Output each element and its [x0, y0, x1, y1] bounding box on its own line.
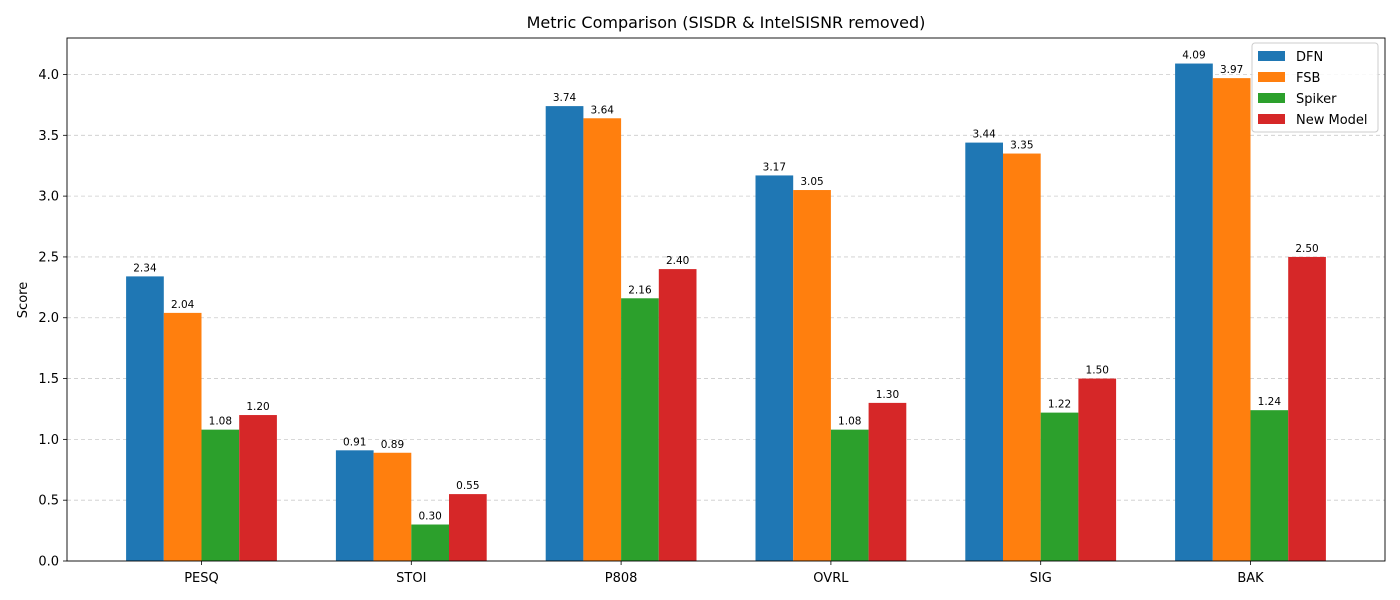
bar-value-label: 0.91: [343, 436, 366, 448]
bar-dfn: [126, 276, 164, 561]
bar-fsb: [373, 452, 412, 561]
data-labels: 2.34 0.91 3.74 3.17 3.44 4.09 2.04 0.89 3.64 3.05…: [133, 50, 1318, 523]
bar-value-label: 3.17: [763, 161, 786, 173]
y-tick-label: 1.5: [38, 372, 59, 387]
x-tick-label: SIG: [1030, 571, 1052, 586]
y-tick-label: 3.0: [38, 190, 59, 205]
axes: 0.0 0.5 1.0 1.5 2.0 2.5 3.0 3.5 4.0 PESQ STOI P808 O…: [38, 37, 1386, 586]
x-tick-label: BAK: [1237, 571, 1264, 586]
bar-dfn: [965, 142, 1003, 561]
bar-value-label: 3.64: [591, 104, 615, 116]
bar-value-label: 3.44: [972, 129, 996, 141]
bar-value-label: 1.30: [876, 389, 899, 401]
legend-label: FSB: [1296, 71, 1320, 86]
bar-spiker: [201, 429, 240, 561]
y-tick-label: 3.5: [38, 129, 59, 144]
bar-dfn: [545, 106, 584, 561]
bar-spiker: [1250, 410, 1289, 561]
bar-new-model: [658, 269, 697, 561]
bar-value-label: 1.50: [1086, 365, 1109, 377]
plot-frame: [66, 37, 1386, 562]
bar-fsb: [1003, 153, 1041, 561]
bars: [126, 63, 1326, 562]
bar-value-label: 2.50: [1295, 243, 1318, 255]
bar-fsb: [583, 118, 622, 562]
legend-swatch: [1258, 114, 1285, 124]
x-tick-label: STOI: [396, 571, 426, 586]
bar-dfn: [335, 450, 374, 561]
bar-fsb: [1212, 78, 1251, 561]
bar-value-label: 3.35: [1010, 140, 1033, 152]
chart-title: Metric Comparison (SISDR & IntelSISNR re…: [527, 13, 926, 32]
y-tick-label: 2.0: [38, 311, 59, 326]
bar-value-label: 4.09: [1182, 50, 1205, 62]
bar-new-model: [868, 402, 907, 561]
legend-label: Spiker: [1296, 92, 1337, 107]
x-tick-label: OVRL: [813, 571, 849, 586]
legend-label: DFN: [1296, 50, 1323, 65]
bar-value-label: 2.40: [666, 255, 689, 267]
bar-fsb: [163, 312, 202, 561]
bar-new-model: [449, 494, 487, 561]
y-axis-label: Score: [16, 282, 31, 318]
y-tick-label: 0.0: [38, 555, 59, 570]
bar-spiker: [1040, 412, 1079, 561]
bar-value-label: 0.55: [456, 480, 479, 492]
bar-value-label: 2.34: [133, 262, 157, 274]
legend-box: [1251, 42, 1379, 133]
bar-new-model: [239, 415, 277, 561]
bar-value-label: 3.74: [553, 92, 577, 104]
bar-fsb: [793, 190, 831, 561]
y-tick-label: 0.5: [38, 494, 59, 509]
bar-value-label: 3.97: [1220, 64, 1243, 76]
x-tick-label: P808: [605, 571, 638, 586]
x-tick-label: PESQ: [184, 571, 219, 586]
bar-value-label: 1.08: [209, 416, 232, 428]
legend-swatch: [1258, 93, 1285, 103]
gridlines: [67, 74, 1385, 501]
bar-value-label: 2.16: [628, 284, 652, 296]
y-tick-label: 2.5: [38, 250, 59, 265]
bar-spiker: [411, 524, 449, 561]
bar-spiker: [621, 298, 659, 561]
bar-value-label: 1.08: [838, 416, 861, 428]
y-tick-label: 4.0: [38, 68, 59, 83]
bar-new-model: [1078, 378, 1117, 561]
legend-swatch: [1258, 51, 1285, 61]
bar-new-model: [1288, 256, 1326, 561]
bar-value-label: 1.24: [1258, 396, 1282, 408]
legend-swatch: [1258, 72, 1285, 82]
y-tick-label: 1.0: [38, 433, 59, 448]
bar-value-label: 1.20: [246, 401, 269, 413]
bar-value-label: 0.30: [418, 511, 441, 523]
bar-dfn: [1175, 63, 1213, 561]
bar-value-label: 2.04: [171, 299, 195, 311]
bar-value-label: 1.22: [1048, 399, 1071, 411]
bar-dfn: [755, 175, 794, 562]
bar-spiker: [830, 429, 869, 561]
bar-value-label: 3.05: [800, 176, 823, 188]
legend: DFN FSB Spiker New Model: [1251, 42, 1379, 133]
legend-label: New Model: [1296, 113, 1368, 128]
bar-value-label: 0.89: [381, 439, 404, 451]
